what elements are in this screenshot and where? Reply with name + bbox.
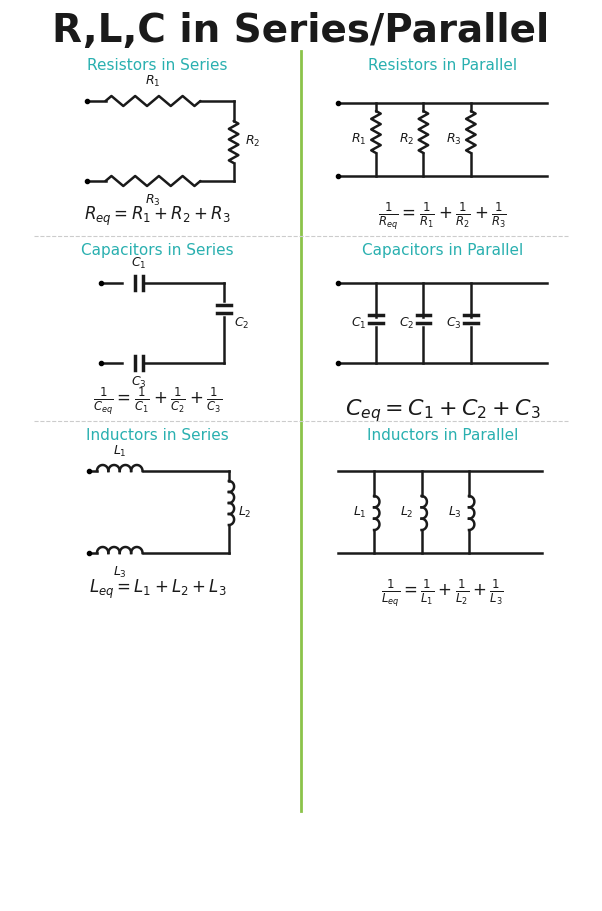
- Text: Capacitors in Series: Capacitors in Series: [81, 243, 234, 259]
- Text: $L_1$: $L_1$: [113, 444, 126, 459]
- Text: $C_2$: $C_2$: [399, 315, 414, 331]
- Text: $R_1$: $R_1$: [351, 132, 367, 147]
- Text: R,L,C in Series/Parallel: R,L,C in Series/Parallel: [52, 12, 550, 50]
- Text: $L_3$: $L_3$: [113, 565, 126, 580]
- Text: $R_3$: $R_3$: [145, 193, 161, 208]
- Text: Resistors in Parallel: Resistors in Parallel: [368, 58, 517, 74]
- Text: $\frac{1}{L_{eq}} = \frac{1}{L_1}+\frac{1}{L_2}+\frac{1}{L_3}$: $\frac{1}{L_{eq}} = \frac{1}{L_1}+\frac{…: [381, 578, 504, 609]
- Text: $R_{eq} = R_1+R_2+R_3$: $R_{eq} = R_1+R_2+R_3$: [84, 204, 231, 228]
- Text: $\frac{1}{C_{eq}} = \frac{1}{C_1}+\frac{1}{C_2}+\frac{1}{C_3}$: $\frac{1}{C_{eq}} = \frac{1}{C_1}+\frac{…: [93, 385, 222, 416]
- Text: $L_2$: $L_2$: [238, 505, 252, 519]
- Text: $R_3$: $R_3$: [446, 132, 461, 147]
- Text: $R_1$: $R_1$: [145, 74, 161, 89]
- Text: Inductors in Series: Inductors in Series: [86, 428, 229, 444]
- Text: $L_{eq} = L_1+L_2+L_3$: $L_{eq} = L_1+L_2+L_3$: [89, 578, 226, 600]
- Text: $L_2$: $L_2$: [400, 505, 414, 519]
- Text: Resistors in Series: Resistors in Series: [87, 58, 228, 74]
- Text: Inductors in Parallel: Inductors in Parallel: [367, 428, 518, 444]
- Text: $C_3$: $C_3$: [445, 315, 461, 331]
- Text: $C_1$: $C_1$: [131, 256, 146, 271]
- Text: $C_3$: $C_3$: [131, 375, 146, 390]
- Text: $R_2$: $R_2$: [399, 132, 414, 147]
- Text: $L_3$: $L_3$: [447, 505, 461, 519]
- Text: $R_2$: $R_2$: [245, 133, 260, 148]
- Text: Capacitors in Parallel: Capacitors in Parallel: [362, 243, 523, 259]
- Text: $C_2$: $C_2$: [234, 315, 249, 331]
- Text: $C_{eq} = C_1+C_2+C_3$: $C_{eq} = C_1+C_2+C_3$: [344, 397, 540, 425]
- Text: $C_1$: $C_1$: [351, 315, 367, 331]
- Text: $L_1$: $L_1$: [353, 505, 367, 519]
- Text: $\frac{1}{R_{eq}} = \frac{1}{R_1}+\frac{1}{R_2}+\frac{1}{R_3}$: $\frac{1}{R_{eq}} = \frac{1}{R_1}+\frac{…: [378, 200, 507, 231]
